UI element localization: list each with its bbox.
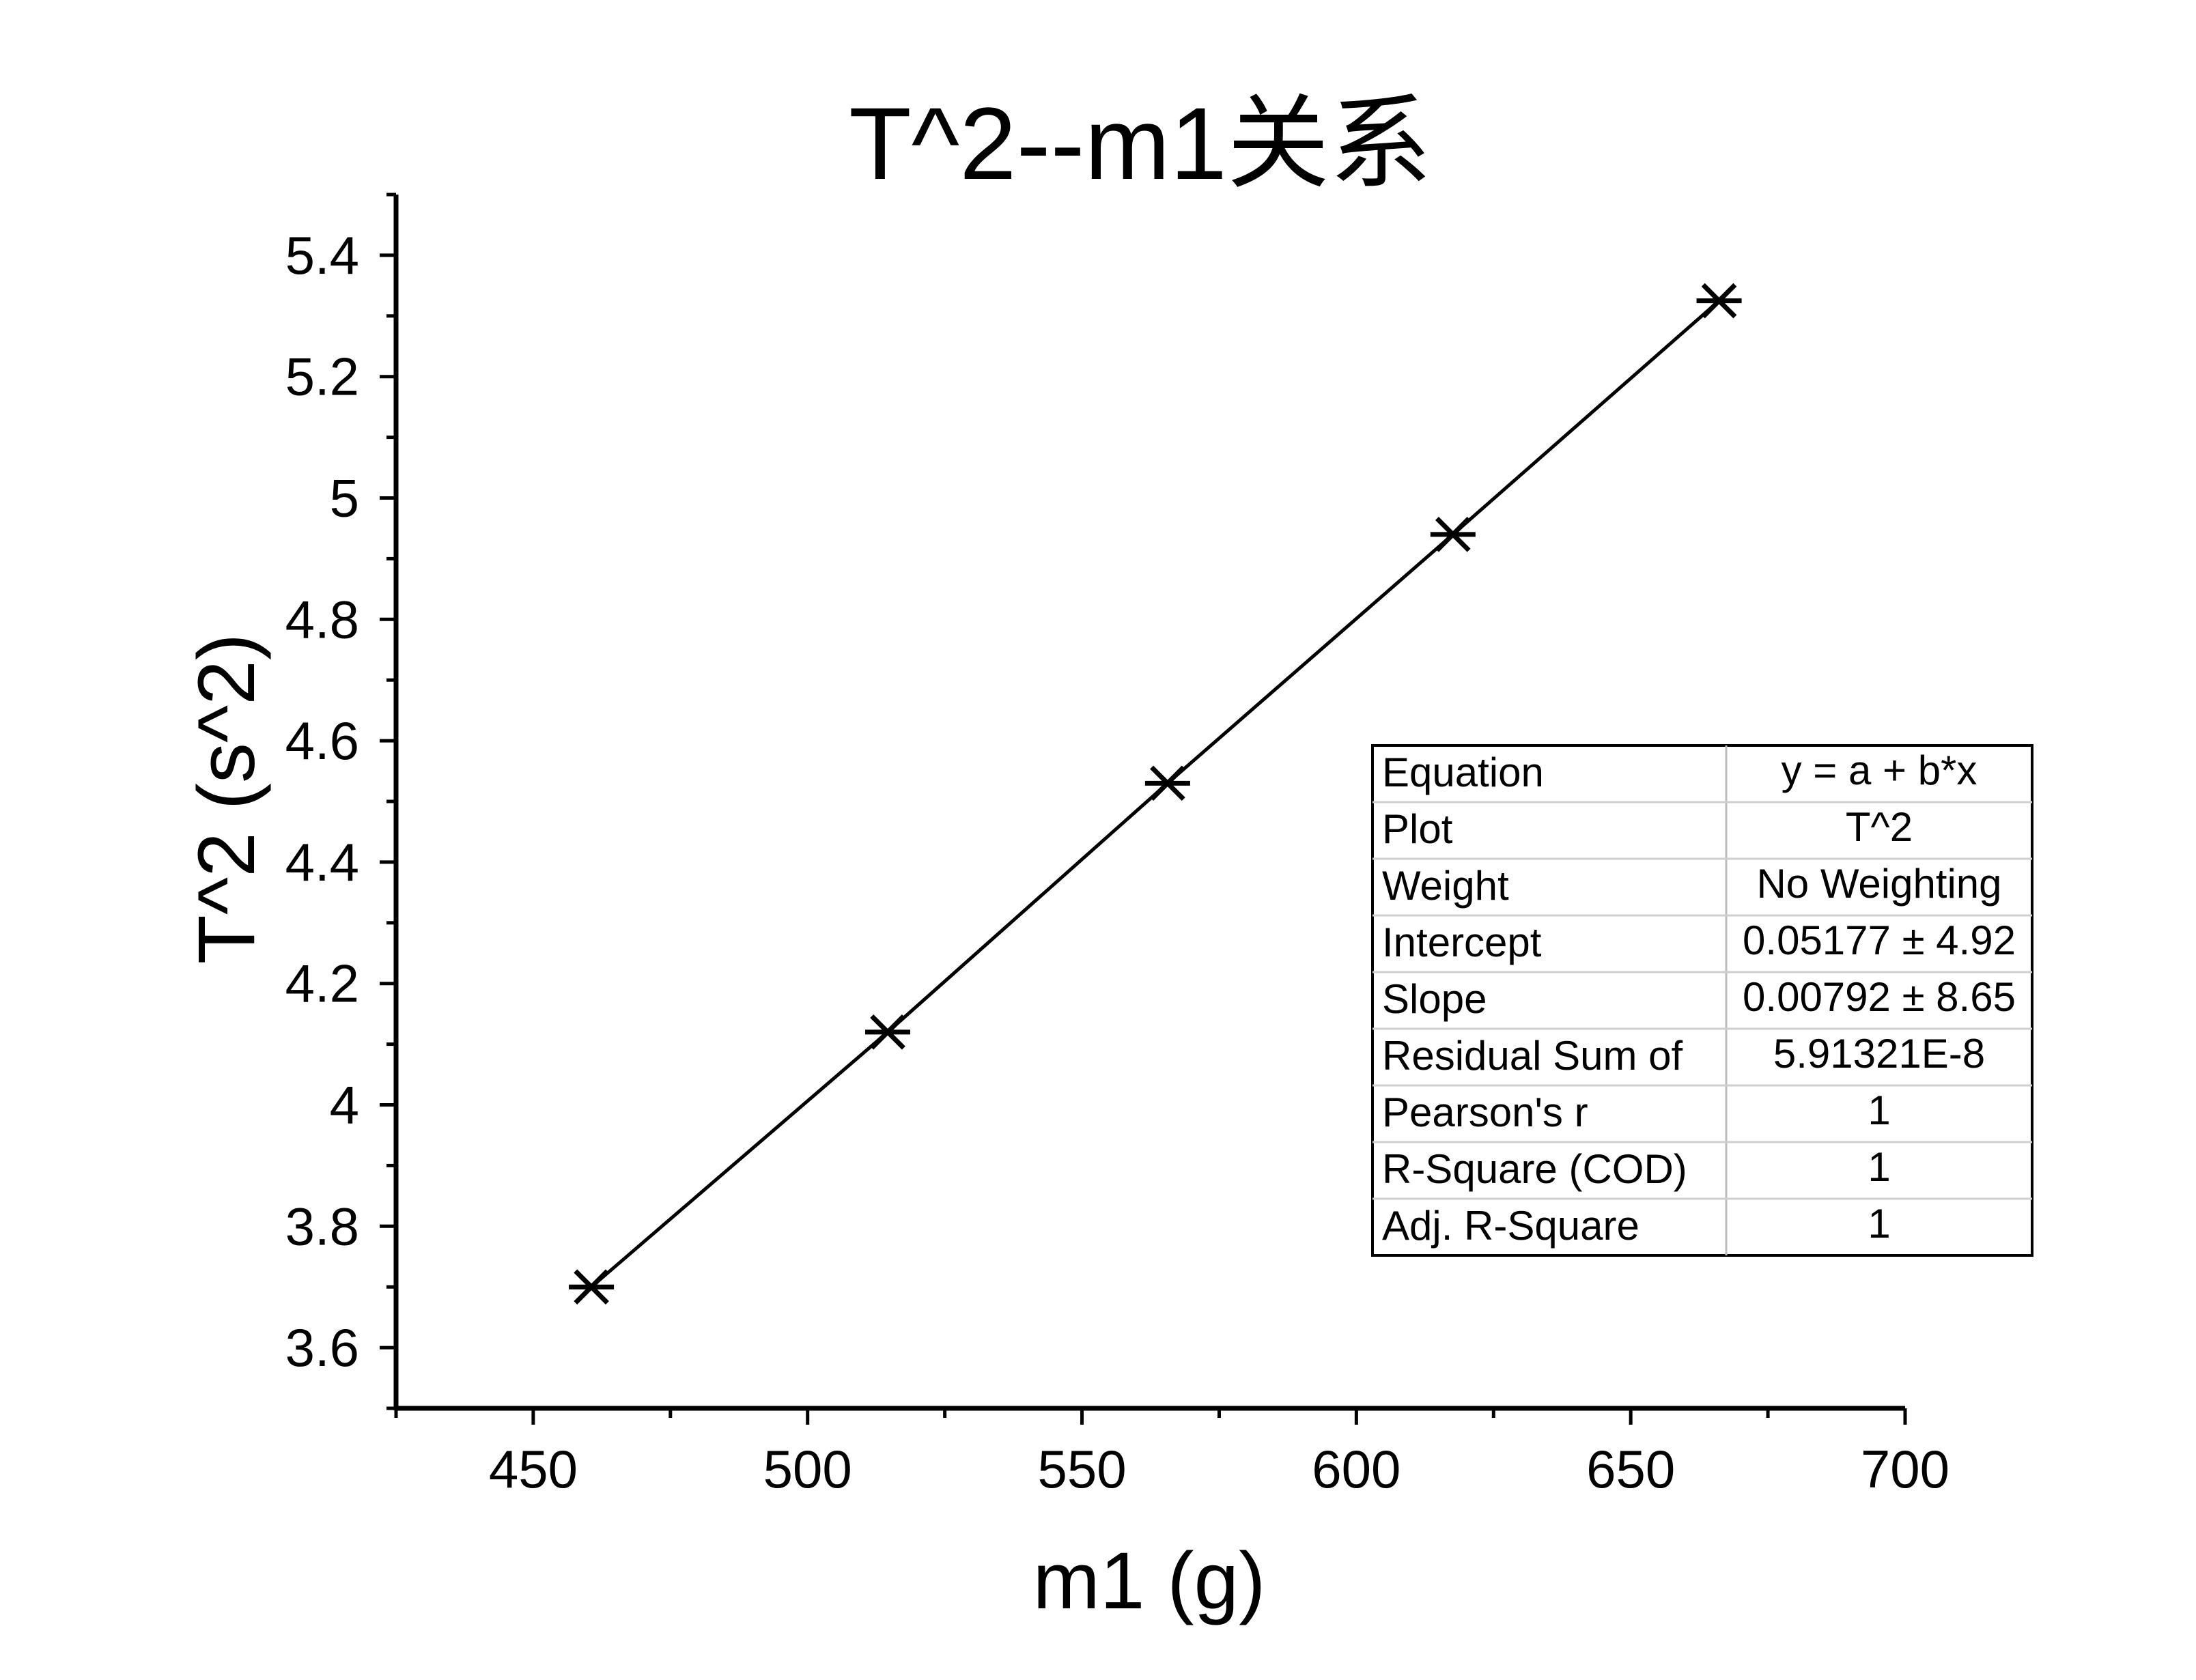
y-tick-label: 4.6	[285, 711, 359, 771]
table-row-label: Plot	[1382, 806, 1453, 852]
table-row-label: Adj. R-Square	[1382, 1203, 1639, 1249]
x-tick-label: 700	[1861, 1439, 1949, 1499]
x-axis-label: m1 (g)	[1033, 1536, 1266, 1626]
y-tick-label: 4.2	[285, 954, 359, 1014]
table-row-label: Intercept	[1382, 920, 1542, 965]
fit-results-table: Equation y = a + b*x Plot T^2 Weight No Weigh…	[1371, 744, 2033, 1257]
table-row-value: 1	[1868, 1144, 1890, 1190]
y-tick-label: 4	[330, 1075, 359, 1135]
data-point	[1696, 283, 1742, 319]
x-tick-label: 450	[489, 1439, 578, 1499]
data-points	[569, 283, 1742, 1305]
table-row-label: Equation	[1382, 750, 1544, 795]
table-row-value: No Weighting	[1756, 861, 2001, 907]
data-point	[865, 1014, 911, 1050]
table-row-label: R-Square (COD)	[1382, 1146, 1687, 1192]
y-tick-label: 4.4	[285, 832, 359, 892]
table-row-value: 1	[1868, 1201, 1890, 1247]
axes: 450 500 550 600 650 700 3.6 3.8 4 4.2 4.4 4.6 4.8 5 5.…	[285, 193, 1949, 1499]
table-row-value: y = a + b*x	[1782, 748, 1977, 793]
table-row-value: T^2	[1846, 804, 1913, 850]
x-tick-label: 600	[1312, 1439, 1400, 1499]
chart-title: T^2--m1关系	[849, 86, 1432, 201]
y-tick-label: 5.2	[285, 347, 359, 407]
y-axis-label: T^2 (s^2)	[182, 633, 272, 964]
table-row-label: Pearson's r	[1382, 1090, 1588, 1135]
data-point	[1430, 517, 1476, 552]
x-tick-label: 650	[1586, 1439, 1675, 1499]
table-row-value: 0.00792 ± 8.65	[1743, 974, 2016, 1020]
y-tick-label: 3.8	[285, 1196, 359, 1256]
y-tick-label: 5	[330, 468, 359, 528]
x-tick-label: 500	[763, 1439, 852, 1499]
y-tick-label: 4.8	[285, 589, 359, 649]
data-point	[569, 1269, 615, 1305]
table-row-label: Residual Sum of	[1382, 1033, 1683, 1079]
y-tick-label: 3.6	[285, 1318, 359, 1378]
table-row-value: 1	[1868, 1087, 1890, 1133]
y-tick-label: 5.4	[285, 225, 359, 285]
table-row-value: 0.05177 ± 4.92	[1743, 917, 2016, 963]
table-border	[1371, 744, 2033, 1257]
table-row-label: Slope	[1382, 976, 1487, 1022]
x-tick-label: 550	[1037, 1439, 1126, 1499]
table-row-label: Weight	[1382, 863, 1509, 909]
data-point	[1144, 765, 1190, 801]
table-row-value: 5.91321E-8	[1773, 1031, 1985, 1077]
